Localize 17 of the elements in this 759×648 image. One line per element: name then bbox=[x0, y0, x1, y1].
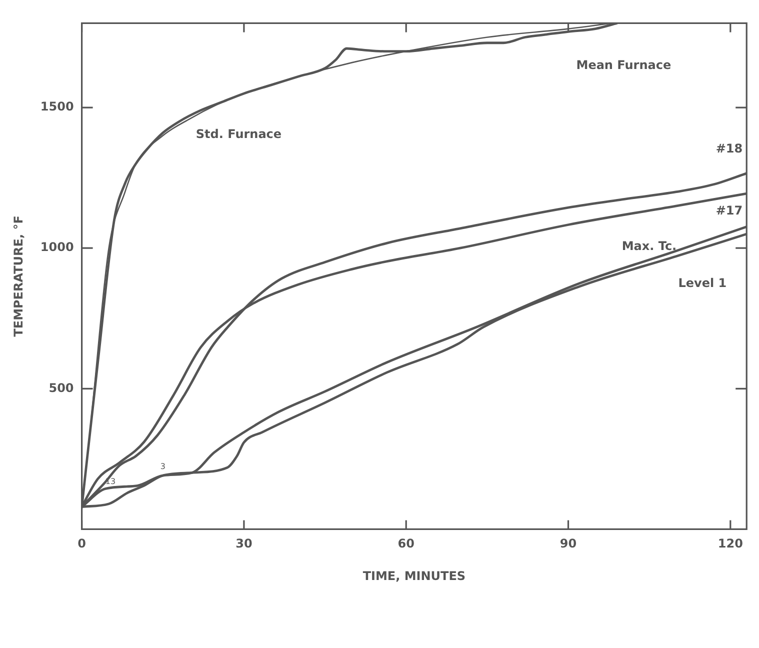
series-label: Level 1 bbox=[678, 276, 727, 290]
y-axis-title: TEMPERATURE, °F bbox=[11, 216, 26, 337]
series-label: Max. Tc. bbox=[622, 238, 677, 253]
x-tick-label: 0 bbox=[78, 536, 86, 551]
x-tick-label: 120 bbox=[718, 536, 743, 551]
series-label: #18 bbox=[716, 141, 743, 156]
x-tick-label: 90 bbox=[560, 536, 577, 551]
y-tick-label: 1000 bbox=[40, 240, 74, 254]
series-label: #17 bbox=[716, 204, 743, 218]
x-tick-label: 30 bbox=[236, 536, 252, 551]
y-tick-label: 1500 bbox=[40, 100, 74, 114]
annotation: 3 bbox=[160, 462, 166, 471]
y-tick-label: 500 bbox=[48, 380, 74, 395]
text: Mean Furnace bbox=[576, 58, 672, 72]
x-tick-label: 60 bbox=[398, 536, 414, 551]
x-axis-title: TIME, MINUTES bbox=[362, 568, 466, 583]
series-label: Std. Furnace bbox=[196, 126, 282, 141]
